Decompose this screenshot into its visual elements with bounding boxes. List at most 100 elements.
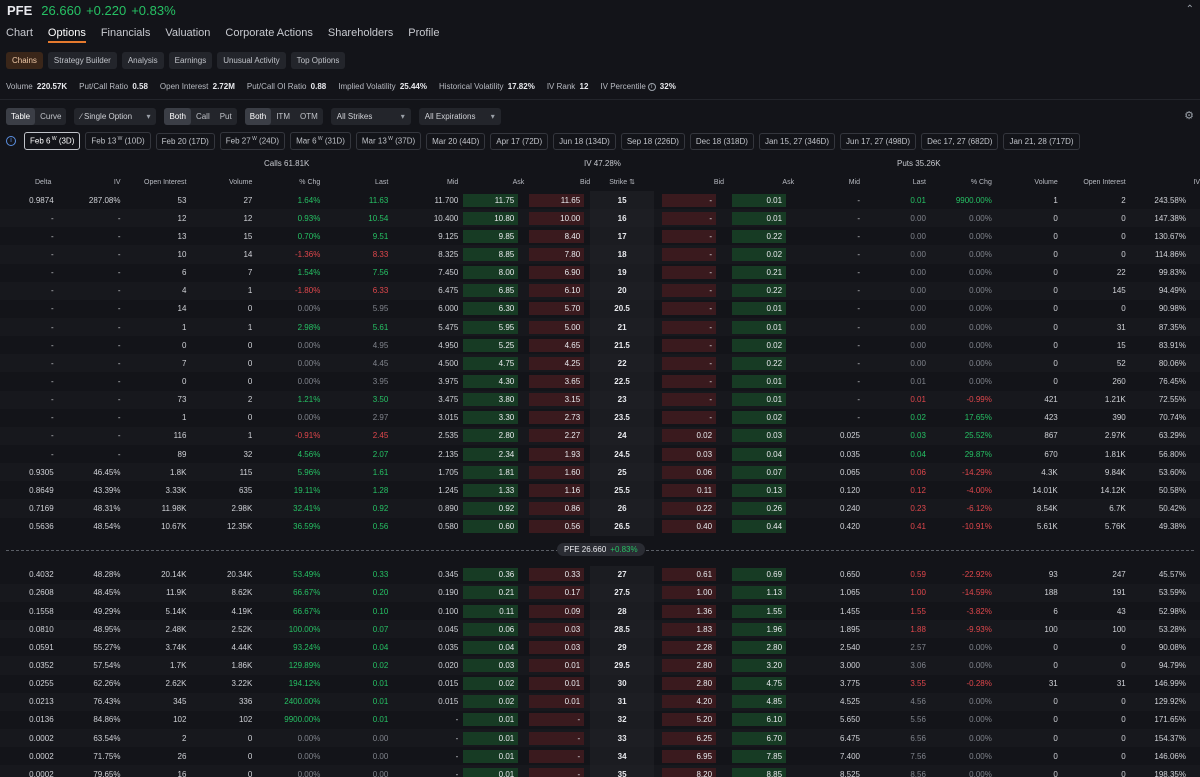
table-cell[interactable]: 1.96 [724,620,795,639]
column-header[interactable]: Strike ⇅ [590,173,654,191]
table-row[interactable]: - - 7 0 0.00% 4.45 4.500 4.75 4.25 22 - 0.22 - 0.00 0.… [0,354,1200,373]
table-cell[interactable]: 6.70 [724,728,795,748]
sort-icon[interactable]: ⇅ [627,179,635,186]
table-row[interactable]: - - 116 1 -0.91% 2.45 2.535 2.80 2.27 24 0.02 0.03 0… [0,426,1200,445]
table-cell[interactable]: 5.70 [524,300,590,318]
table-cell[interactable]: 2.80 [458,426,525,445]
tab-chart[interactable]: Chart [6,27,33,39]
column-header[interactable]: % Chg [252,173,320,191]
table-cell[interactable]: 6.25 [654,728,725,748]
table-cell[interactable]: 1.83 [654,620,725,639]
table-cell[interactable]: 0.01 [524,692,591,711]
side-put-button[interactable]: Put [219,111,232,121]
table-cell[interactable]: 0.01 [524,656,591,675]
expiration-chip[interactable]: Jan 21, 28 (717D) [1003,132,1080,150]
table-cell[interactable]: 0.03 [458,656,525,675]
table-cell[interactable]: - [654,390,725,409]
option-type-select[interactable]: ∕ Single Option ▾ [74,107,157,125]
table-cell[interactable]: 0.02 [654,426,725,445]
view-table-button[interactable]: Table [6,107,36,125]
table-row[interactable]: 0.0213 76.43% 345 336 2400.00% 0.01 0.015 0.02 0… [0,692,1200,711]
table-row[interactable]: 0.4032 48.28% 20.14K 20.34K 53.49% 0.33 0.345 0… [0,565,1200,584]
info-icon[interactable]: i [647,82,656,91]
expiration-chip[interactable]: Feb 27 W (24D) [219,132,286,150]
column-header[interactable]: Bid [524,173,590,191]
table-cell[interactable]: 0.22 [724,227,794,245]
table-row[interactable]: - - 6 7 1.54% 7.56 7.450 8.00 6.90 19 - 0.21 - 0.00 0.… [0,263,1200,282]
table-cell[interactable]: 4.75 [724,675,794,693]
table-row[interactable]: 0.0002 79.65% 16 0 0.00% 0.00 -0.01- 35 8.20 8.85… [0,765,1200,777]
table-cell[interactable]: - [654,336,724,354]
moneyness-itm-button[interactable]: ITM [276,111,290,121]
expiration-chip[interactable]: Mar 13 W (37D) [355,132,422,150]
table-cell[interactable]: 11.65 [524,191,590,209]
expiration-chip[interactable]: Sep 18 (226D) [620,132,685,150]
table-row[interactable]: - - 10 14 -1.36% 8.33 8.325 8.85 7.80 18 - 0.02 - 0.0… [0,245,1200,264]
table-cell[interactable]: 2.27 [524,426,591,445]
table-cell[interactable]: - [654,245,725,264]
table-cell[interactable]: 0.03 [524,638,590,656]
table-cell[interactable]: 5.95 [458,317,525,337]
table-cell[interactable]: 1.33 [458,481,524,499]
column-header[interactable]: Mid [388,173,458,191]
table-cell[interactable]: 0.03 [654,445,724,463]
moneyness-otm-button[interactable]: OTM [299,111,318,121]
column-header[interactable]: IV [57,173,121,191]
table-cell[interactable]: 1.93 [524,445,590,463]
column-header[interactable]: Ask [724,173,794,191]
table-cell[interactable]: 0.40 [654,518,724,536]
table-cell[interactable]: 0.22 [654,499,725,518]
table-cell[interactable]: 0.01 [724,191,794,209]
strikes-select[interactable]: All Strikes ▾ [330,107,411,125]
table-cell[interactable]: - [524,711,590,729]
expiration-chip[interactable]: Feb 20 (17D) [155,132,215,150]
table-cell[interactable]: 0.60 [458,518,524,536]
table-cell[interactable]: 3.15 [524,390,591,409]
table-row[interactable]: - - 12 12 0.93% 10.54 10.400 10.80 10.00 16 - 0.01 -… [0,209,1200,228]
expiration-chip[interactable]: Apr 17 (72D) [490,132,549,150]
table-cell[interactable]: 0.01 [458,711,524,729]
table-cell[interactable]: 0.92 [458,499,525,518]
table-cell[interactable]: 1.60 [524,463,591,482]
table-cell[interactable]: 0.56 [524,518,590,536]
table-cell[interactable]: - [654,354,725,373]
expiration-chip[interactable]: Feb 13 W (10D) [85,132,151,150]
view-curve-button[interactable]: Curve [40,111,62,121]
tab-profile[interactable]: Profile [408,27,440,39]
table-row[interactable]: - - 1 0 0.00% 2.97 3.015 3.30 2.73 23.5 - 0.02 - 0.02… [0,408,1200,427]
table-cell[interactable]: 6.95 [654,747,724,765]
table-cell[interactable]: 7.80 [524,245,591,264]
expiration-chip[interactable]: Feb 6 W (3D) [24,132,81,150]
table-row[interactable]: 0.2608 48.45% 11.9K 8.62K 66.67% 0.20 0.190 0.2… [0,583,1200,602]
subtab-strategy-builder[interactable]: Strategy Builder [47,52,117,69]
table-cell[interactable]: 0.01 [724,300,794,318]
tab-valuation[interactable]: Valuation [165,27,211,39]
tab-corporate-actions[interactable]: Corporate Actions [225,27,313,39]
table-cell[interactable]: 0.61 [654,566,724,584]
table-cell[interactable]: 2.34 [458,445,524,463]
column-header[interactable]: Last [860,173,926,191]
expiration-chip[interactable]: Mar 6 W (31D) [290,132,351,150]
column-header[interactable]: Mid [794,173,860,191]
table-cell[interactable]: 1.36 [654,602,724,620]
table-cell[interactable]: 0.02 [458,675,524,693]
table-cell[interactable]: - [524,728,591,748]
table-cell[interactable]: 8.85 [724,765,795,777]
table-row[interactable]: 0.0002 71.75% 26 0 0.00% 0.00 -0.01- 34 6.95 7.85… [0,747,1200,766]
table-row[interactable]: - - 0 0 0.00% 4.95 4.950 5.25 4.65 21.5 - 0.02 - 0.00… [0,336,1200,355]
table-row[interactable]: - - 13 15 0.70% 9.51 9.125 9.85 8.40 17 - 0.22 - 0.00… [0,227,1200,246]
column-header[interactable]: Ask [458,173,525,191]
table-row[interactable]: 0.1558 49.29% 5.14K 4.19K 66.67% 0.10 0.100 0.1… [0,601,1200,621]
table-cell[interactable]: 0.01 [458,728,525,748]
subtab-unusual-activity[interactable]: Unusual Activity [217,52,286,69]
table-cell[interactable]: 3.80 [458,390,525,409]
table-cell[interactable]: 3.30 [458,409,524,427]
side-both-button[interactable]: Both [164,107,191,125]
table-cell[interactable]: 0.01 [458,765,525,777]
table-cell[interactable]: 0.86 [524,499,591,518]
subtab-earnings[interactable]: Earnings [168,52,213,69]
column-header[interactable]: Open Interest [121,173,186,191]
table-cell[interactable]: 0.02 [724,336,794,354]
table-row[interactable]: 0.7169 48.31% 11.98K 2.98K 32.41% 0.92 0.890 0.… [0,499,1200,518]
table-cell[interactable]: - [654,300,724,318]
